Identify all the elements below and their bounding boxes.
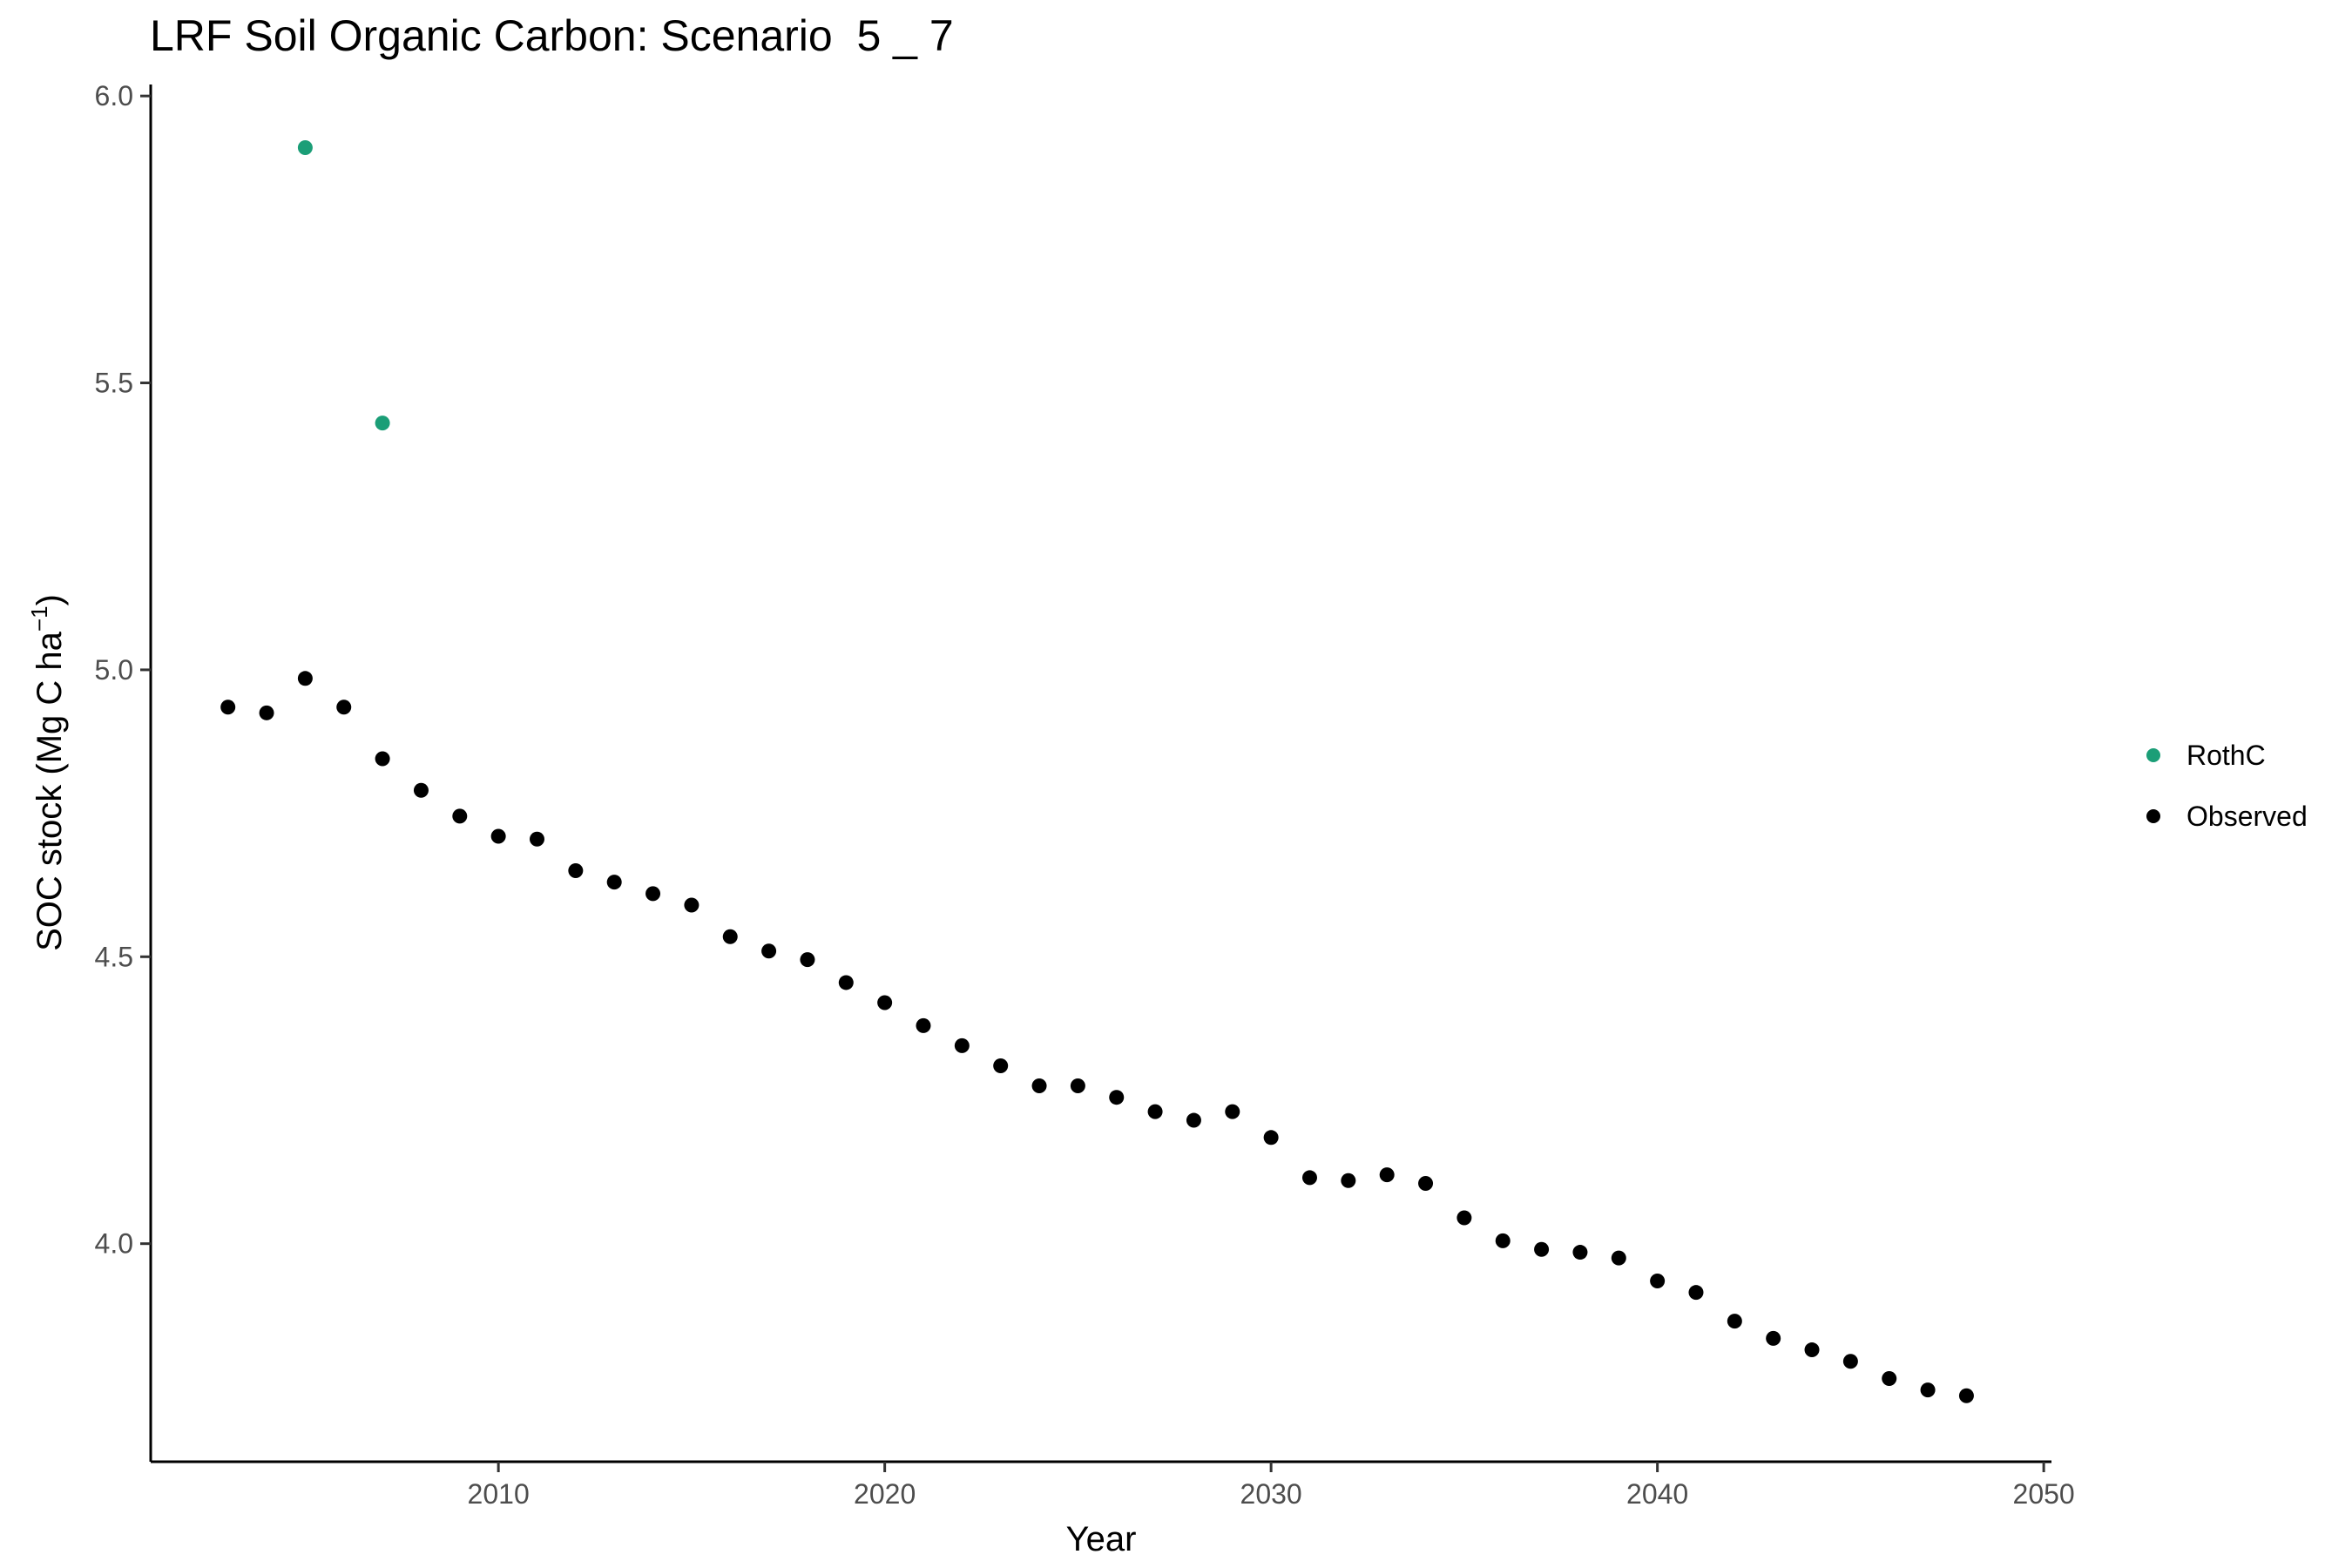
point-observed	[1225, 1104, 1240, 1119]
y-axis-title: SOC stock (Mg C ha−1)	[26, 594, 69, 951]
y-axis-title-main: SOC stock (Mg C ha	[30, 631, 69, 951]
point-observed	[297, 671, 313, 686]
point-observed	[1534, 1241, 1550, 1257]
point-observed	[993, 1058, 1009, 1073]
point-observed	[336, 700, 352, 715]
point-rothc	[375, 416, 390, 431]
point-observed	[1070, 1078, 1085, 1094]
point-observed	[1263, 1130, 1279, 1146]
legend-item-rothc: RothC	[2146, 740, 2266, 771]
point-observed	[1379, 1167, 1395, 1183]
point-observed	[1341, 1173, 1356, 1188]
point-observed	[1147, 1104, 1163, 1119]
point-observed	[220, 700, 236, 715]
y-tick-label: 6.0	[95, 80, 133, 112]
point-observed	[529, 831, 544, 847]
point-observed	[800, 952, 815, 968]
y-tick-label: 4.0	[95, 1228, 133, 1260]
legend-marker-rothc	[2146, 748, 2160, 762]
point-observed	[954, 1037, 970, 1053]
data-points	[220, 139, 1974, 1403]
point-observed	[1842, 1354, 1858, 1369]
point-observed	[722, 929, 738, 944]
point-observed	[413, 782, 429, 798]
x-tick-label: 2030	[1240, 1478, 1302, 1510]
legend-label-observed: Observed	[2186, 801, 2308, 832]
point-observed	[645, 886, 661, 902]
point-observed	[1882, 1370, 1897, 1386]
point-observed	[1611, 1250, 1626, 1266]
point-observed	[375, 751, 390, 767]
y-tick-label: 4.5	[95, 941, 133, 972]
point-observed	[1456, 1210, 1472, 1226]
point-observed	[838, 975, 854, 990]
point-observed	[606, 875, 622, 890]
point-observed	[1958, 1388, 1974, 1403]
point-observed	[916, 1017, 931, 1033]
y-axis-title-close: )	[30, 594, 69, 605]
y-ticks: 4.0 4.5 5.0 5.5 6.0	[95, 80, 151, 1260]
axes	[149, 84, 2051, 1463]
legend-marker-observed	[2146, 809, 2160, 823]
point-observed	[761, 943, 777, 959]
point-rothc	[297, 139, 313, 155]
point-observed	[1727, 1314, 1742, 1329]
legend-label-rothc: RothC	[2186, 740, 2266, 771]
y-tick-label: 5.0	[95, 654, 133, 686]
x-tick-label: 2010	[468, 1478, 530, 1510]
point-observed	[1572, 1245, 1588, 1260]
x-tick-label: 2050	[2013, 1478, 2075, 1510]
point-observed	[684, 897, 700, 913]
chart-title: LRF Soil Organic Carbon: Scenario 5 _ 7	[150, 11, 954, 60]
point-observed	[1650, 1273, 1666, 1288]
point-observed	[452, 808, 468, 824]
point-observed	[1920, 1382, 1936, 1398]
point-observed	[259, 705, 274, 720]
point-observed	[1109, 1090, 1125, 1105]
point-observed	[1186, 1112, 1201, 1128]
y-axis-title-superscript: −1	[26, 605, 52, 632]
point-observed	[1301, 1170, 1317, 1186]
point-observed	[1804, 1342, 1820, 1358]
point-observed	[1495, 1233, 1511, 1248]
x-tick-label: 2020	[854, 1478, 916, 1510]
legend: RothC Observed	[2146, 740, 2308, 832]
point-observed	[1031, 1078, 1047, 1094]
point-observed	[568, 862, 584, 878]
x-axis-title: Year	[1066, 1520, 1137, 1558]
x-tick-label: 2040	[1626, 1478, 1688, 1510]
point-observed	[1766, 1330, 1781, 1346]
point-observed	[490, 828, 506, 844]
point-observed	[1688, 1285, 1704, 1301]
x-ticks: 2010 2020 2030 2040 2050	[468, 1462, 2075, 1510]
legend-item-observed: Observed	[2146, 801, 2308, 832]
y-tick-label: 5.5	[95, 368, 133, 399]
point-observed	[877, 995, 893, 1010]
point-observed	[1418, 1176, 1434, 1192]
